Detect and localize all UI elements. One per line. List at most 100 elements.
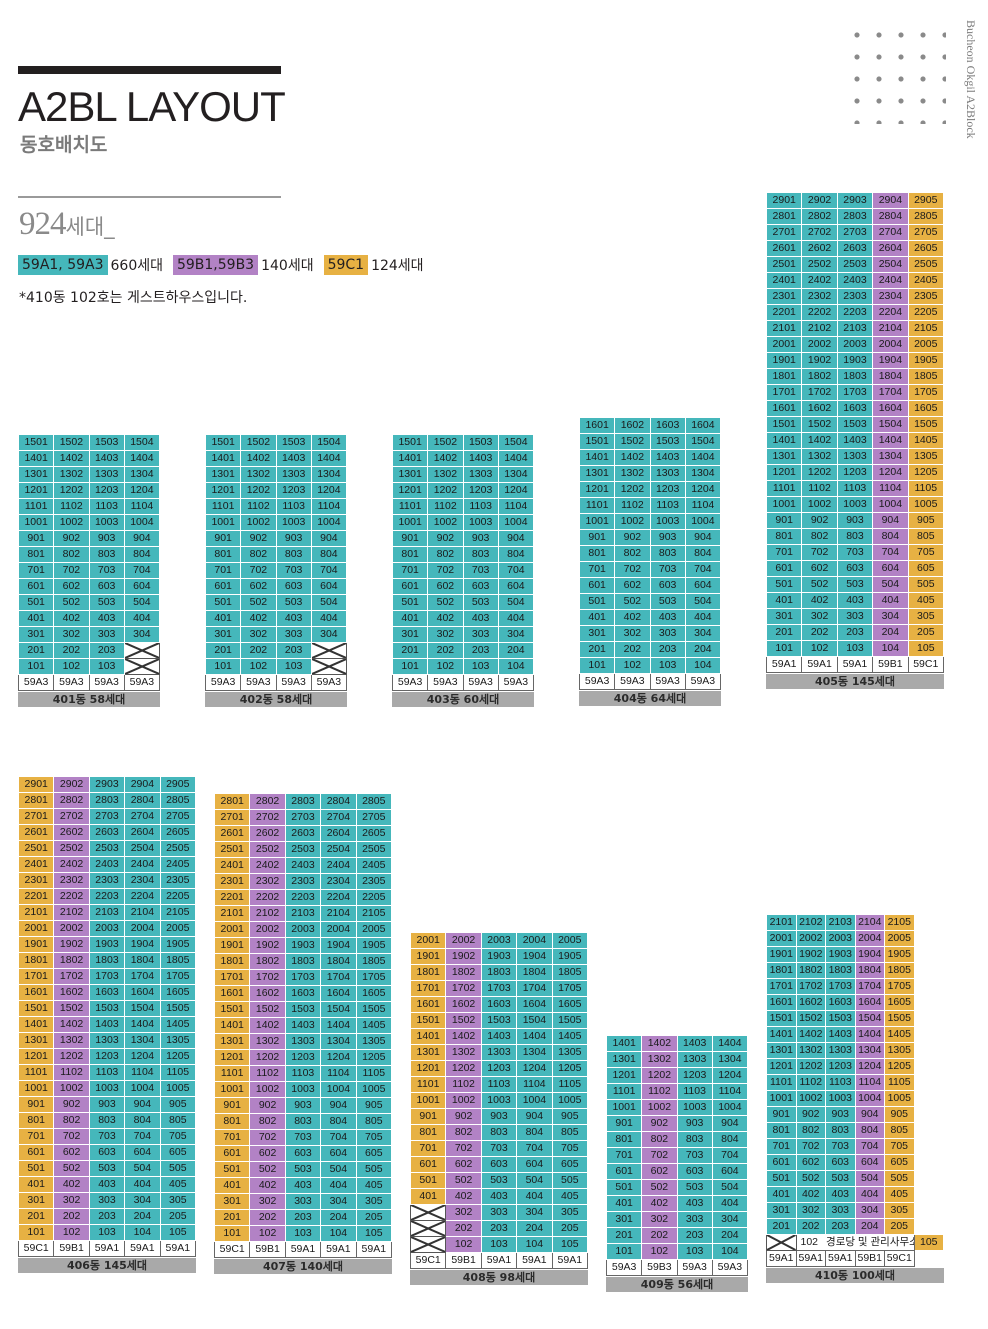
unit-cell: 1503: [462, 434, 499, 451]
floor-row: 1201 1202 1203 1204: [204, 482, 348, 499]
unit-cell: 603: [275, 578, 312, 595]
unit-cell: 702: [445, 1140, 482, 1157]
unit-cell: 701: [17, 562, 55, 579]
unit-cell: 1901: [17, 936, 55, 953]
unit-cell: 401: [17, 610, 55, 627]
unit-cell: 102: [53, 1224, 90, 1241]
unit-cell: 504: [684, 593, 722, 610]
legend-count-59a: 660세대: [110, 258, 163, 274]
unit-cell: 204: [684, 641, 722, 658]
unit-cell: 205: [907, 624, 945, 641]
unit-cell: 604: [516, 1156, 553, 1173]
unit-cell: 2003: [825, 930, 856, 947]
unit-cell: 303: [480, 1204, 518, 1221]
unit-cell: 305: [355, 1193, 393, 1210]
unit-cell: 1601: [213, 985, 251, 1002]
top-rule: [18, 66, 281, 74]
building-label: 406동 145세대: [18, 1258, 196, 1273]
building-label: 410동 100세대: [766, 1268, 944, 1283]
unit-cell: 2604: [124, 824, 161, 841]
unit-type-cell: 59A1: [124, 1240, 161, 1257]
unit-cell: 1304: [320, 1033, 357, 1050]
unit-cell: 2402: [249, 857, 286, 874]
unit-cell: 903: [275, 530, 312, 547]
unit-cell: 604: [124, 1144, 161, 1161]
unit-cell: 1505: [159, 1000, 197, 1017]
floor-row: 301 302 303 304: [605, 1211, 749, 1228]
unit-cell: 605: [159, 1144, 197, 1161]
unit-cell: 304: [854, 1202, 885, 1219]
legend-count-59c: 124세대: [371, 258, 424, 274]
floor-row: 1201 1202 1203 1204 1205: [766, 1058, 944, 1075]
floor-row: 401 402 403 404 405: [409, 1188, 589, 1205]
building-label: 407동 140세대: [214, 1259, 392, 1274]
floor-row: 401 402 403 404 405: [213, 1177, 393, 1194]
floor-row: 501 502 503 504 505: [213, 1161, 393, 1178]
floor-row: 901 902 903 904 905: [213, 1097, 393, 1114]
floor-row: 1401 1402 1403 1404: [391, 450, 535, 467]
unit-cell: 102: [240, 658, 277, 675]
unit-cell: 2005: [884, 930, 915, 947]
unit-cell: 704: [123, 562, 161, 579]
unit-cell: 1501: [17, 434, 55, 451]
unit-type-cell: 59A3: [204, 674, 242, 691]
unit-cell: 402: [614, 609, 651, 626]
unit-cell: 302: [641, 1211, 678, 1228]
unit-cell: 804: [516, 1124, 553, 1141]
unit-cell: 501: [17, 1160, 55, 1177]
unit-cell: 203: [462, 642, 499, 659]
floor-row: 2001 2002 2003 2004 2005: [17, 920, 197, 937]
unit-cell: 701: [409, 1140, 447, 1157]
unit-cell: 401: [605, 1195, 643, 1212]
floor-row: 701 702 703 704: [204, 562, 348, 579]
unit-cell: 802: [53, 546, 90, 563]
unit-cell: 205: [551, 1220, 589, 1237]
unit-cell: 804: [872, 528, 909, 545]
unit-cell: 403: [825, 1186, 856, 1203]
unit-cell: 1404: [684, 449, 722, 466]
floor-row: 2201 2202 2203 2204 2205: [17, 888, 197, 905]
type-row: 59A1 59A1 59A1 59B1 59C1: [765, 656, 945, 673]
unit-cell: 704: [516, 1140, 553, 1157]
floor-row: 1001 1002 1003 1004 1005: [765, 496, 945, 513]
unit-cell: 1901: [409, 948, 447, 965]
unit-cell: 401: [204, 610, 242, 627]
floor-row: 101 102 103 104 105: [213, 1225, 393, 1242]
unit-cell: 1601: [578, 417, 616, 434]
unit-cell: 504: [711, 1179, 749, 1196]
unit-cell: 801: [17, 1112, 55, 1129]
unit-cell: 1503: [275, 434, 312, 451]
unit-cell: 405: [907, 592, 945, 609]
floor-row: 601 602 603 604 605: [766, 1154, 944, 1171]
unit-cell: 1205: [884, 1058, 915, 1075]
floor-row: 501 502 503 504: [605, 1179, 749, 1196]
unit-cell: 1905: [907, 352, 945, 369]
floor-row: 1301 1302 1303 1304: [204, 466, 348, 483]
unit-cell: 1105: [159, 1064, 197, 1081]
unit-cell: 1705: [907, 384, 945, 401]
unit-cell: 1904: [320, 937, 357, 954]
unit-cell: 404: [711, 1195, 749, 1212]
unit-cell: 1604: [516, 996, 553, 1013]
unit-cell: 1401: [578, 449, 616, 466]
unit-cell: 2401: [17, 856, 55, 873]
unit-cell: 303: [462, 626, 499, 643]
unit-cell: 2801: [17, 792, 55, 809]
unit-cell: 505: [551, 1172, 589, 1189]
unit-cell: 704: [872, 544, 909, 561]
unit-cell: 1301: [391, 466, 429, 483]
unit-cell: 201: [766, 1218, 797, 1235]
unit-cell: 1005: [551, 1092, 589, 1109]
floor-row: 901 902 903 904 905: [766, 1106, 944, 1123]
floor-row: 1601 1602 1603 1604 1605: [766, 994, 944, 1011]
unit-cell: 204: [711, 1227, 749, 1244]
unit-cell: 1403: [88, 1016, 126, 1033]
unit-cell: 1902: [795, 946, 826, 963]
floor-row: 201 202 203 204 205: [765, 624, 945, 641]
unit-cell: 2603: [836, 240, 874, 257]
floor-row: 2801 2802 2803 2804 2805: [17, 792, 197, 809]
unit-cell: 601: [578, 577, 616, 594]
floor-row: 2101 2102 2103 2104 2105: [765, 320, 945, 337]
unit-cell: 503: [88, 594, 125, 611]
unit-cell: 1105: [551, 1076, 589, 1093]
